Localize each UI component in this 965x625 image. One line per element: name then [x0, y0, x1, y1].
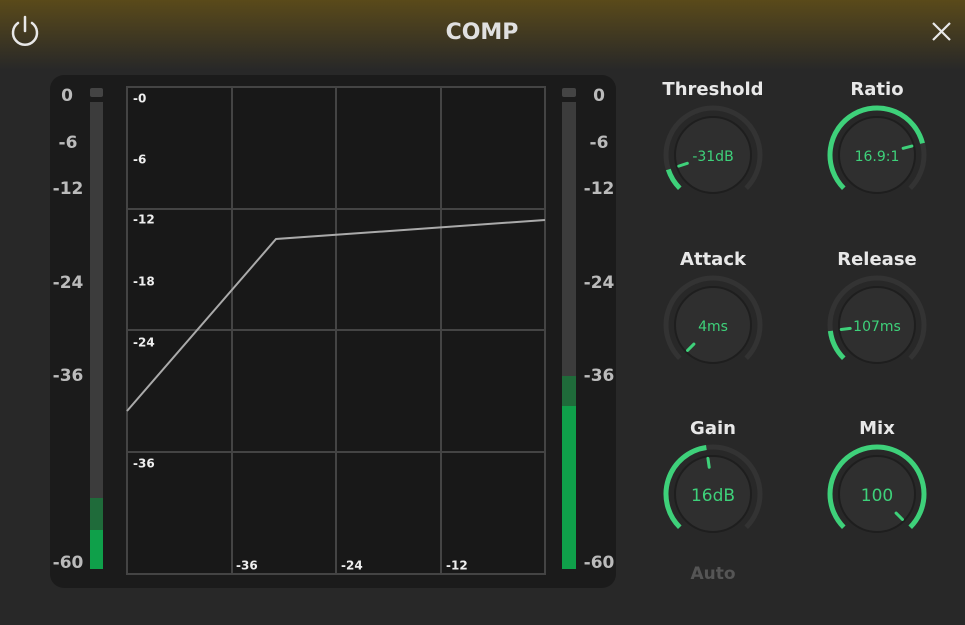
meter-scale-label: -6 — [59, 133, 78, 153]
meter-scale-label: -24 — [53, 273, 84, 293]
input-meter-level — [90, 530, 103, 569]
knob-pointer — [686, 342, 696, 352]
meter-scale-label: -60 — [584, 553, 615, 573]
knob-arc — [827, 330, 846, 361]
knob-label: Release — [837, 249, 917, 270]
header-bar — [0, 0, 965, 70]
graph-x-label: -12 — [446, 559, 468, 573]
meter-scale-label: -36 — [53, 366, 84, 386]
graph-y-label: -6 — [133, 153, 146, 167]
graph-y-label: -12 — [133, 213, 155, 227]
meter-scale-label: 0 — [593, 86, 605, 106]
knob-value: 4ms — [698, 319, 728, 335]
knob-value: 16.9:1 — [855, 149, 900, 165]
knob-label: Threshold — [662, 79, 763, 100]
meter-scale-label: -6 — [590, 133, 609, 153]
knob-arc — [663, 444, 707, 529]
knob-value: 107ms — [853, 319, 901, 335]
graph-x-label: -36 — [236, 559, 258, 573]
knob-track — [663, 275, 763, 360]
knob-pointer — [839, 326, 852, 332]
knob-track — [827, 275, 927, 360]
knob-label: Gain — [690, 418, 736, 439]
knob-value: 16dB — [691, 486, 735, 506]
knob[interactable] — [838, 286, 916, 364]
knob[interactable] — [674, 116, 752, 194]
graph-x-label: -24 — [341, 559, 363, 573]
graph-y-label: -18 — [133, 275, 155, 289]
graph-grid — [127, 87, 545, 574]
knob-pointer — [901, 144, 914, 150]
knob[interactable] — [674, 455, 752, 533]
meter-scale-label: 0 — [61, 86, 73, 106]
knob-arc — [827, 444, 927, 529]
input-meter-track — [90, 102, 103, 569]
knob-pointer — [894, 511, 904, 521]
auto-button[interactable]: Auto — [690, 564, 735, 584]
graph-y-label: -0 — [133, 92, 146, 106]
knob-value: 100 — [861, 486, 893, 506]
title: COMP — [446, 20, 519, 45]
knob-label: Attack — [680, 249, 747, 270]
meter-scale-label: -12 — [53, 179, 84, 199]
clip-led — [562, 88, 576, 97]
output-meter-peak — [562, 376, 576, 406]
input-meter-peak — [90, 498, 103, 530]
graph-y-label: -36 — [133, 457, 155, 471]
meter-scale-label: -12 — [584, 179, 615, 199]
knob-value: -31dB — [692, 149, 733, 165]
output-meter-level — [562, 406, 576, 569]
close-button[interactable] — [932, 22, 951, 41]
knob-track — [663, 105, 763, 190]
power-button[interactable] — [11, 15, 39, 46]
knob-arc — [665, 168, 682, 191]
clip-led — [90, 88, 103, 97]
meter-scale-label: -60 — [53, 553, 84, 573]
meter-scale-label: -24 — [584, 273, 615, 293]
transfer-curve — [126, 219, 546, 412]
knob-label: Mix — [859, 418, 895, 439]
knob-arc — [827, 105, 925, 190]
knob-pointer — [706, 456, 711, 469]
graph-y-label: -24 — [133, 336, 155, 350]
knob-pointer — [677, 161, 689, 168]
knob[interactable] — [838, 116, 916, 194]
knob-label: Ratio — [850, 79, 903, 100]
meter-scale-label: -36 — [584, 366, 615, 386]
